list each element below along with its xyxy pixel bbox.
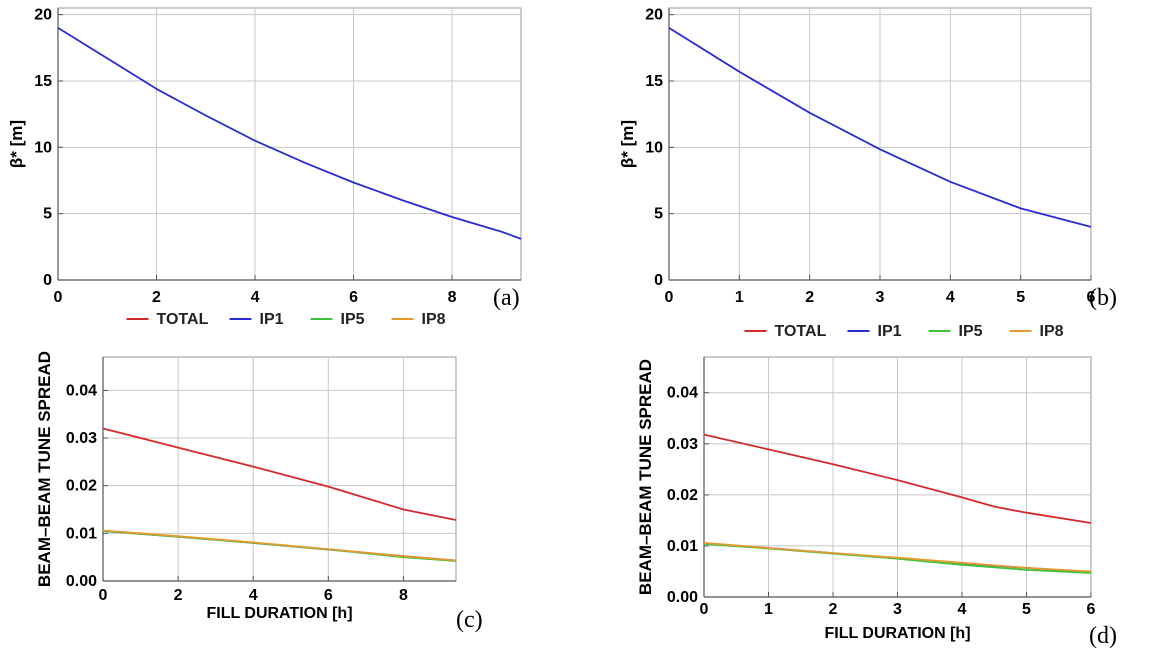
y-tick-label: 0.01 bbox=[667, 538, 698, 555]
chart-panel-4: 0 1 2 3 4 5 6 0.00 0.01 0.02 0.03 0.04 BEAM–BEAM TUN… bbox=[636, 323, 1117, 649]
x-tick-label: 4 bbox=[249, 587, 258, 604]
series-line-total bbox=[703, 433, 1092, 524]
y-tick-label: 20 bbox=[34, 7, 52, 24]
x-tick-label: 2 bbox=[829, 601, 838, 618]
x-axis-title: FILL DURATION [h] bbox=[824, 625, 970, 642]
legend-label: IP8 bbox=[422, 311, 446, 328]
x-tick-label: 5 bbox=[1022, 601, 1031, 618]
x-tick-label: 3 bbox=[893, 601, 902, 618]
chart-panel-3: 0 2 4 6 8 0.00 0.01 0.02 0.03 0.04 BEAM–BEAM TUNE … bbox=[35, 311, 483, 633]
x-tick-label: 1 bbox=[735, 289, 744, 306]
y-tick-label: 0.04 bbox=[667, 385, 698, 402]
y-tick-label: 0 bbox=[43, 272, 52, 289]
legend-label: TOTAL bbox=[157, 311, 209, 328]
y-tick-label: 0.01 bbox=[66, 525, 97, 542]
x-tick-label: 8 bbox=[448, 289, 457, 306]
x-tick-label: 2 bbox=[152, 289, 161, 306]
y-axis-title: BEAM–BEAM TUNE SPREAD bbox=[636, 359, 655, 595]
y-tick-label: 10 bbox=[645, 139, 663, 156]
panel-tag: (b) bbox=[1089, 285, 1117, 311]
series-line-beta bbox=[57, 27, 522, 240]
series-line-ip8 bbox=[703, 542, 1092, 573]
x-tick-label: 4 bbox=[251, 289, 260, 306]
panel-tag: (d) bbox=[1089, 623, 1117, 649]
x-tick-label: 0 bbox=[665, 289, 674, 306]
legend-label: IP5 bbox=[959, 323, 983, 340]
x-tick-label: 1 bbox=[764, 601, 773, 618]
y-axis-title: BEAM–BEAM TUNE SPREAD bbox=[35, 351, 54, 587]
y-tick-label: 0.00 bbox=[66, 573, 97, 590]
x-tick-label: 5 bbox=[1016, 289, 1025, 306]
panel-tag: (c) bbox=[456, 607, 483, 633]
y-tick-label: 0.02 bbox=[667, 487, 698, 504]
y-tick-label: 10 bbox=[34, 139, 52, 156]
y-tick-label: 0.00 bbox=[667, 589, 698, 606]
x-tick-label: 2 bbox=[174, 587, 183, 604]
legend-label: IP8 bbox=[1040, 323, 1064, 340]
y-tick-label: 20 bbox=[645, 7, 663, 24]
x-tick-label: 6 bbox=[1087, 601, 1096, 618]
y-tick-label: 0.04 bbox=[66, 382, 97, 399]
series-line-total bbox=[102, 427, 457, 521]
plot-frame bbox=[57, 7, 522, 281]
panel-tag: (a) bbox=[493, 285, 520, 311]
legend-label: IP1 bbox=[878, 323, 902, 340]
y-tick-label: 0.02 bbox=[66, 478, 97, 495]
x-tick-label: 3 bbox=[876, 289, 885, 306]
chart-panel-1: 0 2 4 6 8 0 5 10 15 20 β* [m] (a) bbox=[7, 7, 522, 311]
plot-frame bbox=[102, 356, 457, 582]
x-tick-label: 4 bbox=[958, 601, 967, 618]
y-tick-label: 0.03 bbox=[667, 436, 698, 453]
legend-label: TOTAL bbox=[775, 323, 827, 340]
y-tick-label: 5 bbox=[654, 206, 663, 223]
x-tick-label: 8 bbox=[399, 587, 408, 604]
y-axis-title: β* [m] bbox=[7, 120, 26, 168]
x-tick-label: 0 bbox=[54, 289, 63, 306]
chart-panel-2: 0 1 2 3 4 5 6 0 5 10 15 20 β* [m] (b) bbox=[618, 7, 1117, 311]
x-tick-label: 0 bbox=[700, 601, 709, 618]
legend-label: IP1 bbox=[260, 311, 284, 328]
y-tick-label: 15 bbox=[34, 73, 52, 90]
series-line-beta bbox=[668, 27, 1092, 228]
y-axis-title: β* [m] bbox=[618, 120, 637, 168]
legend-label: IP5 bbox=[341, 311, 365, 328]
y-tick-label: 0 bbox=[654, 272, 663, 289]
y-tick-label: 5 bbox=[43, 206, 52, 223]
y-tick-label: 0.03 bbox=[66, 430, 97, 447]
x-axis-title: FILL DURATION [h] bbox=[206, 605, 352, 622]
x-tick-label: 4 bbox=[946, 289, 955, 306]
x-tick-label: 6 bbox=[1087, 289, 1096, 306]
x-tick-label: 6 bbox=[324, 587, 333, 604]
y-tick-label: 15 bbox=[645, 73, 663, 90]
x-tick-label: 6 bbox=[349, 289, 358, 306]
x-tick-label: 0 bbox=[99, 587, 108, 604]
series-line-ip8 bbox=[102, 529, 457, 562]
x-tick-label: 2 bbox=[805, 289, 814, 306]
